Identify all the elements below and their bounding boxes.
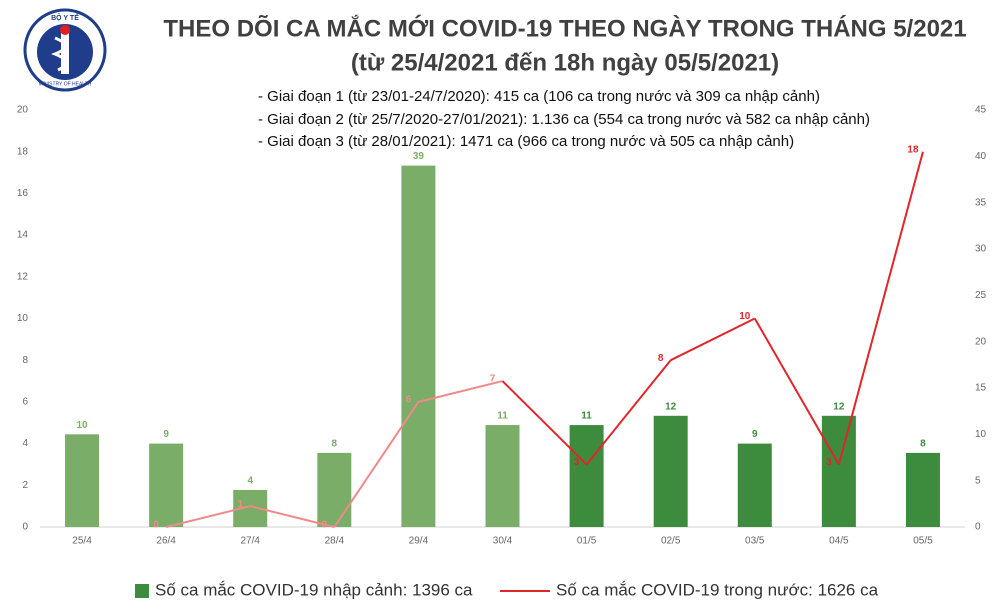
line-segment xyxy=(501,380,588,466)
y2-tick-label: 15 xyxy=(975,383,987,394)
data-label: 6 xyxy=(406,395,412,406)
y-tick-label: 10 xyxy=(17,313,29,324)
y-tick-label: 18 xyxy=(17,146,29,157)
data-label: 9 xyxy=(752,429,758,440)
chart-subtitle: (từ 25/4/2021 đến 18h ngày 05/5/2021) xyxy=(351,49,779,76)
y2-tick-label: 35 xyxy=(975,197,987,208)
y-tick-label: 20 xyxy=(17,105,29,116)
data-label: 3 xyxy=(574,457,580,468)
data-label: 4 xyxy=(247,476,253,487)
data-label: 10 xyxy=(76,420,88,431)
line-segment xyxy=(585,359,672,466)
x-tick-label: 27/4 xyxy=(240,536,260,547)
data-label: 8 xyxy=(920,439,926,450)
x-tick-label: 02/5 xyxy=(661,536,681,547)
line-segment xyxy=(249,505,335,528)
y-tick-label: 4 xyxy=(22,438,28,449)
x-tick-label: 05/5 xyxy=(913,536,933,547)
data-label: 11 xyxy=(497,411,508,422)
logo-text: MINISTRY OF HEALTH xyxy=(39,81,92,87)
y-tick-label: 12 xyxy=(17,271,29,282)
y-tick-label: 8 xyxy=(22,355,28,366)
bar xyxy=(149,443,184,527)
data-label: 39 xyxy=(413,151,425,162)
data-label: 9 xyxy=(163,429,169,440)
data-label: 10 xyxy=(739,311,751,322)
annotation: - Giai đoạn 1 (từ 23/01-24/7/2020): 415 … xyxy=(258,88,820,105)
y2-tick-label: 40 xyxy=(975,151,987,162)
y2-tick-label: 25 xyxy=(975,290,987,301)
data-label: 0 xyxy=(153,520,159,531)
line-segment xyxy=(333,401,420,528)
data-label: 12 xyxy=(833,401,845,412)
bar xyxy=(821,415,856,527)
y2-tick-label: 20 xyxy=(975,336,987,347)
line-segment xyxy=(753,318,840,465)
data-label: 8 xyxy=(332,439,338,450)
legend-label: Số ca mắc COVID-19 trong nước: 1626 ca xyxy=(556,580,879,599)
line-segment xyxy=(418,380,503,403)
y2-tick-label: 10 xyxy=(975,429,987,440)
bar xyxy=(569,425,604,527)
x-tick-label: 25/4 xyxy=(72,536,92,547)
bar xyxy=(905,452,940,527)
x-tick-label: 01/5 xyxy=(577,536,597,547)
y2-tick-label: 5 xyxy=(975,475,981,486)
bar xyxy=(653,415,688,527)
bar xyxy=(485,425,520,527)
y-tick-label: 0 xyxy=(22,522,28,533)
y-tick-label: 6 xyxy=(22,397,28,408)
data-label: 7 xyxy=(490,374,496,385)
y-tick-label: 14 xyxy=(17,230,29,241)
x-tick-label: 03/5 xyxy=(745,536,765,547)
data-label: 12 xyxy=(665,401,677,412)
chart-title: THEO DÕI CA MẮC MỚI COVID-19 THEO NGÀY T… xyxy=(163,14,966,42)
y-tick-label: 16 xyxy=(17,188,29,199)
annotation: - Giai đoạn 2 (từ 25/7/2020-27/01/2021):… xyxy=(258,111,870,128)
logo-text: BỘ Y TẾ xyxy=(51,12,79,22)
annotation: - Giai đoạn 3 (từ 28/01/2021): 1471 ca (… xyxy=(258,133,794,150)
bar xyxy=(737,443,772,527)
x-tick-label: 30/4 xyxy=(493,536,513,547)
data-label: 18 xyxy=(907,144,919,155)
line-segment xyxy=(837,151,924,465)
data-label: 1 xyxy=(237,499,243,510)
x-tick-label: 04/5 xyxy=(829,536,849,547)
line-segment xyxy=(165,505,251,528)
bar xyxy=(401,165,436,527)
data-label: 11 xyxy=(581,411,592,422)
legend-swatch xyxy=(135,584,149,598)
data-label: 0 xyxy=(322,520,328,531)
y-tick-label: 2 xyxy=(22,480,28,491)
bar xyxy=(317,452,352,527)
y2-tick-label: 45 xyxy=(975,105,987,116)
x-tick-label: 29/4 xyxy=(409,536,429,547)
data-label: 3 xyxy=(826,457,832,468)
y2-tick-label: 30 xyxy=(975,244,987,255)
data-label: 8 xyxy=(658,353,664,364)
logo: BỘ Y TẾ MINISTRY OF HEALTH xyxy=(23,8,107,92)
legend-label: Số ca mắc COVID-19 nhập cảnh: 1396 ca xyxy=(155,580,473,599)
bar xyxy=(65,434,100,527)
line-segment xyxy=(670,317,756,362)
y2-tick-label: 0 xyxy=(975,522,981,533)
x-tick-label: 28/4 xyxy=(325,536,345,547)
x-tick-label: 26/4 xyxy=(156,536,176,547)
